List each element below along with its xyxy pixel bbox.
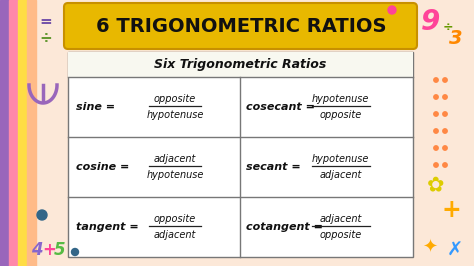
Text: opposite: opposite	[154, 94, 196, 104]
Text: cosecant =: cosecant =	[246, 102, 316, 112]
Circle shape	[443, 112, 447, 116]
Bar	[68, 52, 413, 257]
Text: sine =: sine =	[76, 102, 115, 112]
Text: opposite: opposite	[154, 214, 196, 224]
Text: 4: 4	[31, 241, 43, 259]
Circle shape	[434, 129, 438, 133]
Bar	[68, 52, 413, 77]
Text: cotangent =: cotangent =	[246, 222, 323, 232]
Text: adjacent: adjacent	[154, 154, 196, 164]
Text: Six Trigonometric Ratios: Six Trigonometric Ratios	[155, 58, 327, 71]
Text: ÷: ÷	[40, 31, 52, 45]
Circle shape	[443, 78, 447, 82]
Text: ✿: ✿	[427, 175, 445, 195]
Text: 9: 9	[420, 8, 439, 36]
Circle shape	[72, 248, 79, 256]
Text: ✦: ✦	[422, 239, 438, 257]
Bar	[18, 0, 27, 266]
FancyBboxPatch shape	[64, 3, 417, 49]
Circle shape	[434, 95, 438, 99]
Circle shape	[434, 146, 438, 150]
Text: ÷: ÷	[443, 22, 453, 35]
Text: opposite: opposite	[319, 110, 362, 120]
Bar	[27, 0, 36, 266]
Text: adjacent: adjacent	[319, 214, 362, 224]
Bar	[9, 0, 18, 266]
Text: =: =	[40, 15, 52, 30]
Text: hypotenuse: hypotenuse	[312, 94, 369, 104]
Bar	[0, 0, 9, 266]
Circle shape	[443, 146, 447, 150]
Text: cosine =: cosine =	[76, 162, 129, 172]
Text: 6 TRIGONOMETRIC RATIOS: 6 TRIGONOMETRIC RATIOS	[96, 18, 386, 36]
Text: hypotenuse: hypotenuse	[146, 170, 204, 180]
Text: +: +	[42, 241, 56, 259]
Circle shape	[443, 95, 447, 99]
Circle shape	[434, 112, 438, 116]
Circle shape	[443, 163, 447, 167]
Text: hypotenuse: hypotenuse	[312, 154, 369, 164]
Text: opposite: opposite	[319, 230, 362, 240]
Circle shape	[443, 129, 447, 133]
Text: adjacent: adjacent	[154, 230, 196, 240]
Circle shape	[434, 163, 438, 167]
Text: secant =: secant =	[246, 162, 301, 172]
Text: tangent =: tangent =	[76, 222, 139, 232]
Text: 5: 5	[54, 241, 66, 259]
Circle shape	[37, 210, 47, 220]
Text: 3: 3	[449, 28, 463, 48]
Text: adjacent: adjacent	[319, 170, 362, 180]
Circle shape	[388, 6, 396, 14]
Text: ✗: ✗	[447, 240, 463, 260]
Text: +: +	[441, 198, 461, 222]
Text: hypotenuse: hypotenuse	[146, 110, 204, 120]
Circle shape	[434, 78, 438, 82]
